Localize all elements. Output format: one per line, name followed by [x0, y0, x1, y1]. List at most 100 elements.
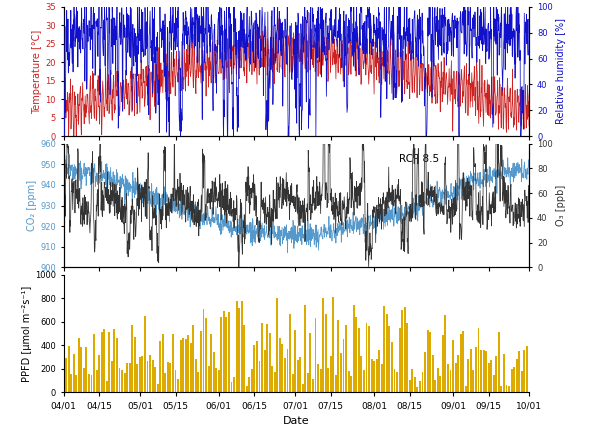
Bar [467, 359, 469, 392]
Bar [480, 350, 482, 392]
Bar [70, 374, 72, 392]
Bar [169, 363, 171, 392]
Bar [226, 317, 227, 392]
Bar [269, 333, 270, 392]
Bar [513, 367, 515, 392]
Bar [256, 342, 258, 392]
Bar [215, 368, 217, 392]
Bar [457, 355, 459, 392]
Bar [258, 361, 261, 392]
Bar [523, 350, 525, 392]
Bar [460, 334, 462, 392]
Y-axis label: Temperature [°C]: Temperature [°C] [33, 29, 42, 113]
Bar [442, 335, 444, 392]
Bar [401, 310, 403, 392]
Bar [473, 370, 474, 392]
Bar [126, 363, 128, 392]
Bar [419, 381, 421, 392]
Bar [172, 334, 174, 392]
Bar [432, 355, 434, 392]
Bar [361, 356, 362, 392]
Bar [371, 359, 373, 392]
Bar [131, 325, 133, 392]
Bar [488, 363, 489, 392]
Bar [281, 344, 283, 392]
Bar [358, 328, 360, 392]
Bar [345, 326, 347, 392]
Bar [470, 350, 472, 392]
Bar [317, 364, 319, 392]
Bar [276, 298, 278, 392]
Bar [355, 317, 357, 392]
Bar [249, 377, 250, 392]
Bar [462, 330, 464, 392]
Bar [287, 349, 289, 392]
Bar [315, 319, 316, 392]
Bar [251, 369, 253, 392]
Bar [409, 381, 411, 392]
Bar [238, 308, 240, 392]
Bar [241, 301, 243, 392]
Bar [332, 297, 335, 392]
Bar [427, 330, 428, 392]
Bar [304, 305, 306, 392]
Bar [515, 359, 518, 392]
Bar [342, 339, 344, 392]
Bar [391, 342, 393, 392]
Bar [139, 357, 141, 392]
Bar [368, 326, 370, 392]
Bar [299, 357, 301, 392]
Bar [80, 347, 82, 392]
Bar [203, 309, 204, 392]
Bar [83, 368, 85, 392]
Y-axis label: Relative humidity [%]: Relative humidity [%] [555, 19, 566, 124]
Bar [223, 311, 225, 392]
Bar [175, 369, 177, 392]
Bar [327, 368, 329, 392]
Bar [91, 375, 93, 392]
Bar [500, 386, 502, 392]
Bar [429, 332, 431, 392]
Bar [312, 379, 314, 392]
Bar [289, 314, 291, 392]
Bar [506, 385, 508, 392]
Bar [73, 354, 74, 392]
Bar [177, 379, 179, 392]
Bar [88, 373, 90, 392]
Bar [190, 342, 192, 392]
Bar [68, 346, 70, 392]
Bar [521, 371, 523, 392]
Bar [271, 366, 273, 392]
Bar [495, 356, 497, 392]
Bar [261, 323, 263, 392]
Bar [96, 370, 97, 392]
Bar [434, 380, 436, 392]
Bar [439, 376, 441, 392]
Bar [477, 328, 479, 392]
Bar [182, 338, 184, 392]
Bar [93, 334, 95, 392]
Bar [274, 372, 276, 392]
Bar [75, 375, 77, 392]
Bar [338, 320, 339, 392]
Bar [365, 323, 367, 392]
Bar [154, 367, 156, 392]
Bar [384, 306, 385, 392]
Bar [416, 387, 418, 392]
Bar [136, 364, 139, 392]
Bar [142, 356, 143, 392]
Bar [197, 373, 200, 392]
Bar [490, 360, 492, 392]
Y-axis label: PPFD [μmol m⁻²s⁻¹]: PPFD [μmol m⁻²s⁻¹] [22, 285, 32, 381]
Bar [116, 338, 118, 392]
Bar [123, 373, 126, 392]
Bar [399, 328, 401, 392]
Bar [165, 373, 166, 392]
Bar [108, 332, 110, 392]
Bar [85, 347, 87, 392]
Bar [406, 323, 408, 392]
Bar [195, 359, 197, 392]
Bar [493, 375, 495, 392]
Bar [218, 370, 220, 392]
Bar [373, 361, 375, 392]
